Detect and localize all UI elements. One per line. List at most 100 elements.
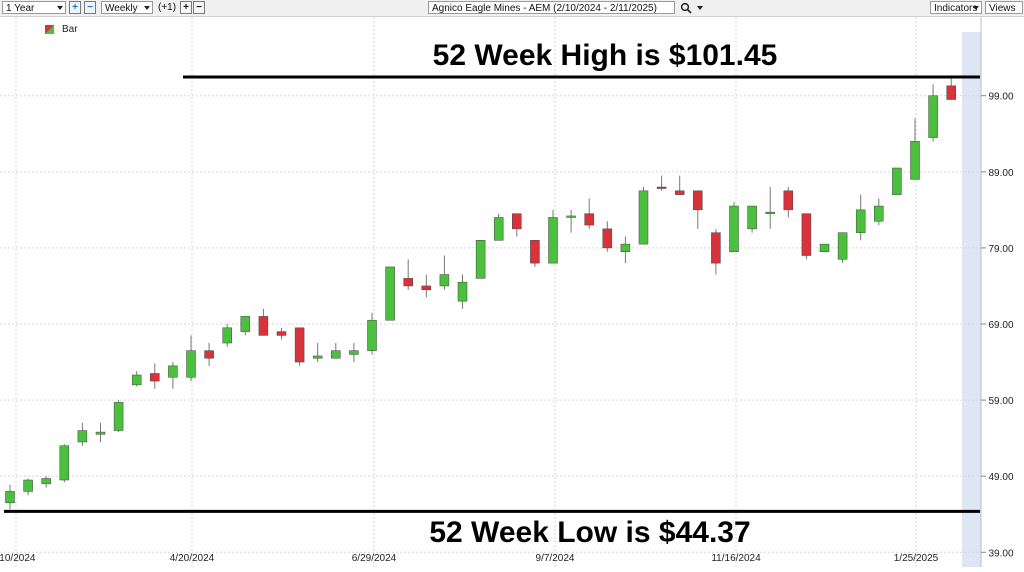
candle xyxy=(493,213,504,241)
candle xyxy=(638,187,649,245)
candle xyxy=(892,167,902,195)
candle-body xyxy=(874,205,884,222)
candle-body xyxy=(548,217,558,264)
candle xyxy=(23,478,33,496)
candle-body xyxy=(584,213,594,226)
indicators-label: Indicators xyxy=(934,3,978,14)
candle xyxy=(765,187,775,229)
candle xyxy=(204,343,214,366)
candle-body xyxy=(638,190,649,245)
zoom-in-button[interactable]: + xyxy=(69,1,81,14)
interval-select-value: Weekly xyxy=(105,3,138,14)
candle xyxy=(620,236,631,264)
chart-title: Agnico Eagle Mines - AEM (2/10/2024 - 2/… xyxy=(432,3,657,14)
chart-toolbar: 1 Year + − Weekly (+1) + − Agnico Eagle … xyxy=(0,0,1024,17)
candle xyxy=(946,77,956,100)
x-tick-label: 4/20/2024 xyxy=(170,553,215,564)
chevron-down-icon[interactable] xyxy=(697,6,703,10)
candle-body xyxy=(693,190,703,211)
candle xyxy=(113,400,124,433)
candle-body xyxy=(77,430,88,443)
candle xyxy=(530,240,540,267)
candle-body xyxy=(566,215,576,218)
x-tick-label: 9/7/2024 xyxy=(536,553,575,564)
candle xyxy=(95,422,106,442)
offset-decrease-button[interactable]: − xyxy=(193,1,205,14)
chart-area[interactable]: 39.00 49.00 59.00 69.00 79.00 89.00 99.00 /10/… xyxy=(0,17,1024,567)
candle-body xyxy=(765,211,775,214)
candle xyxy=(421,274,432,298)
symbol-title-field[interactable]: Agnico Eagle Mines - AEM (2/10/2024 - 2/… xyxy=(428,1,675,14)
candle xyxy=(367,312,377,355)
y-tick-label: 59.00 xyxy=(988,396,1013,407)
interval-select[interactable]: Weekly xyxy=(101,1,153,14)
candle-body xyxy=(131,374,142,386)
candle xyxy=(77,422,88,446)
search-icon[interactable] xyxy=(680,2,692,14)
indicators-button[interactable]: Indicators xyxy=(930,1,982,14)
candle-body xyxy=(475,240,486,279)
candle xyxy=(674,175,685,195)
candle xyxy=(186,335,196,382)
candle-body xyxy=(349,350,359,355)
candle xyxy=(512,213,522,237)
candle-body xyxy=(258,316,269,336)
candle-body xyxy=(331,350,341,359)
candle-body xyxy=(892,167,902,195)
candle-body xyxy=(602,228,613,249)
offset-increase-button[interactable]: + xyxy=(180,1,192,14)
period-select-value: 1 Year xyxy=(6,3,35,14)
chevron-down-icon xyxy=(144,6,150,10)
candle xyxy=(475,240,486,279)
candle-body xyxy=(312,355,323,359)
candle xyxy=(928,84,938,142)
candle xyxy=(403,259,413,290)
candle xyxy=(331,343,341,359)
legend-label: Bar xyxy=(62,24,78,35)
candle xyxy=(349,343,359,363)
candle xyxy=(747,205,757,233)
x-tick-label: /10/2024 xyxy=(0,553,36,564)
x-tick-label: 6/29/2024 xyxy=(352,553,397,564)
candle xyxy=(131,371,142,387)
candle-body xyxy=(385,266,395,321)
x-tick-label: 1/25/2025 xyxy=(894,553,939,564)
candle-body xyxy=(23,479,33,492)
candle xyxy=(584,198,594,229)
candle-body xyxy=(530,240,540,264)
low-annotation: 52 Week Low is $44.37 xyxy=(429,516,750,549)
candle xyxy=(819,243,830,252)
candle-body xyxy=(204,350,214,359)
candle xyxy=(783,187,794,218)
y-tick-label: 79.00 xyxy=(988,244,1013,255)
candle-body xyxy=(855,209,866,233)
candle-body xyxy=(439,274,450,287)
x-tick-label: 11/16/2024 xyxy=(711,553,761,564)
candle-body xyxy=(403,278,413,287)
y-tick-label: 39.00 xyxy=(988,548,1013,559)
candle-body xyxy=(41,478,51,485)
views-label: Views xyxy=(989,3,1016,14)
price-chart: 39.00 49.00 59.00 69.00 79.00 89.00 99.00 /10/… xyxy=(0,17,1014,567)
candle-body xyxy=(819,243,830,252)
candle-body xyxy=(294,327,305,363)
views-button[interactable]: Views xyxy=(985,1,1023,14)
zoom-out-button[interactable]: − xyxy=(84,1,96,14)
candle-body xyxy=(59,445,70,481)
candle-body xyxy=(222,327,232,344)
candle xyxy=(312,343,323,363)
chevron-down-icon xyxy=(57,6,63,10)
candle xyxy=(711,228,721,275)
candle xyxy=(258,308,269,336)
period-select[interactable]: 1 Year xyxy=(2,1,66,14)
candle xyxy=(240,316,251,336)
candle-body xyxy=(711,232,721,264)
candle-body xyxy=(783,190,794,211)
candle xyxy=(656,175,667,191)
candle-body xyxy=(150,373,160,382)
candle xyxy=(602,221,613,252)
candle xyxy=(41,476,51,488)
candle xyxy=(5,484,15,510)
high-annotation: 52 Week High is $101.45 xyxy=(433,39,778,72)
candle-body xyxy=(276,331,287,336)
